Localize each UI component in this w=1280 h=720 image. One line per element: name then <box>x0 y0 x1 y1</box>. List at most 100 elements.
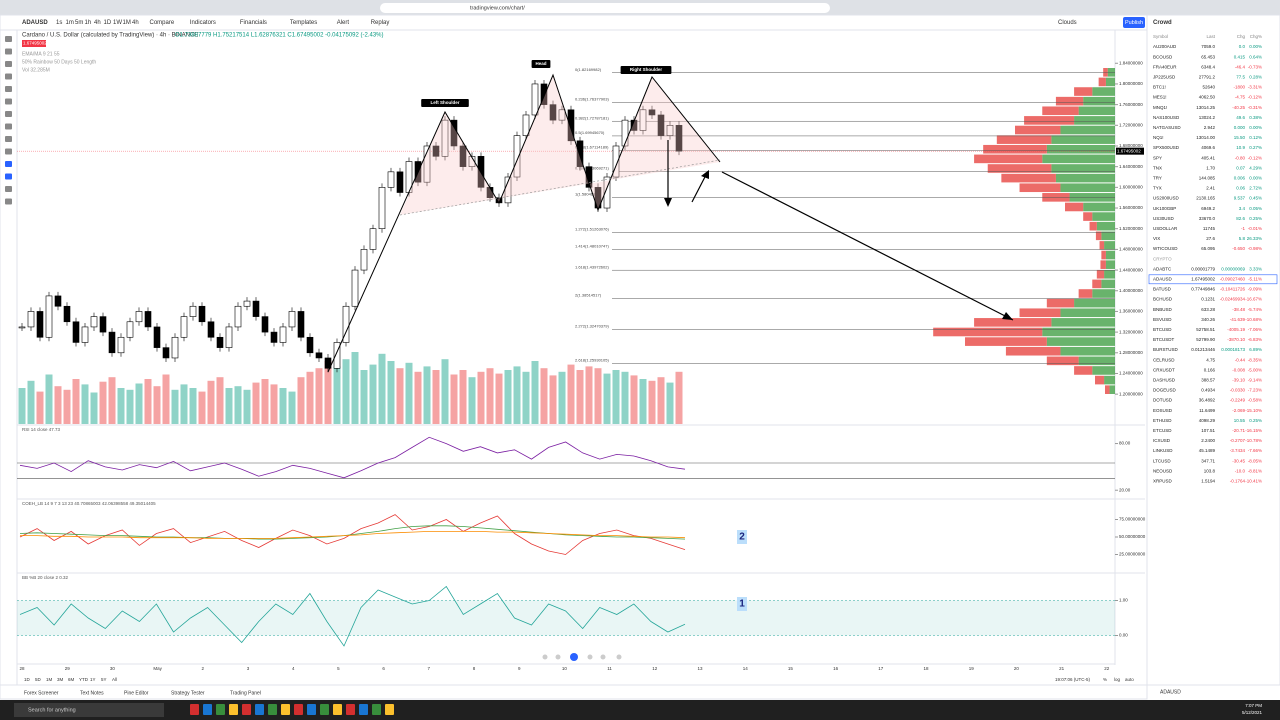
axis-mode[interactable]: % <box>1103 677 1107 682</box>
tool-icon[interactable] <box>5 161 12 167</box>
watchlist-symbol[interactable]: BTCUSDT <box>1153 337 1175 342</box>
range-button[interactable]: 1Y <box>90 677 96 682</box>
interval[interactable]: 1M <box>123 20 131 26</box>
axis-mode[interactable]: auto <box>1125 677 1134 682</box>
taskbar-app[interactable] <box>320 704 329 715</box>
bottom-tab[interactable]: Text Notes <box>80 690 104 696</box>
watchlist-symbol[interactable]: SPX500USD <box>1153 145 1180 150</box>
nav-button[interactable] <box>587 654 593 660</box>
watchlist-symbol[interactable]: ADAUSD <box>1153 276 1173 281</box>
layout-name[interactable]: Clouds <box>1058 20 1077 26</box>
watchlist-symbol[interactable]: AU200AUD <box>1153 44 1177 49</box>
taskbar-app[interactable] <box>229 704 238 715</box>
toolbar-button[interactable]: Indicators <box>190 20 216 26</box>
watchlist-symbol[interactable]: UK100GBP <box>1153 206 1176 211</box>
watchlist-symbol[interactable]: TRY <box>1153 175 1162 180</box>
tool-icon[interactable] <box>5 198 12 205</box>
interval[interactable]: 1s <box>56 20 62 26</box>
tool-icon[interactable] <box>5 136 12 142</box>
bottom-tab[interactable]: Trading Panel <box>230 690 261 696</box>
taskbar-app[interactable] <box>268 704 277 715</box>
toolbar-button[interactable]: Templates <box>290 20 317 26</box>
tool-icon[interactable] <box>5 48 12 55</box>
taskbar-app[interactable] <box>216 704 225 715</box>
toolbar-button[interactable]: Financials <box>240 20 267 26</box>
range-button[interactable]: 1M <box>46 677 53 682</box>
nav-button[interactable] <box>616 654 622 660</box>
tool-icon[interactable] <box>5 86 12 92</box>
watchlist-symbol[interactable]: XRPUSD <box>1153 478 1173 483</box>
watchlist-symbol[interactable]: EOSUSD <box>1153 408 1173 413</box>
nav-button[interactable] <box>542 654 548 660</box>
range-button[interactable]: All <box>112 677 117 682</box>
watchlist-symbol[interactable]: NQ1! <box>1153 135 1164 140</box>
watchlist-symbol[interactable]: NEOUSD <box>1153 468 1173 473</box>
taskbar-app[interactable] <box>281 704 290 715</box>
taskbar-app[interactable] <box>346 704 355 715</box>
watchlist-symbol[interactable]: DOTUSD <box>1153 398 1173 403</box>
watchlist-symbol[interactable]: BSVUSD <box>1153 317 1172 322</box>
watchlist-symbol[interactable]: BCOUSD <box>1153 54 1173 59</box>
range-button[interactable]: 3M <box>57 677 64 682</box>
toolbar-button[interactable]: Compare <box>150 20 175 26</box>
watchlist-symbol[interactable]: FRA40EUR <box>1153 64 1177 69</box>
watchlist-symbol[interactable]: DOGEUSD <box>1153 388 1177 393</box>
toolbar-button[interactable]: Alert <box>337 20 350 26</box>
taskbar-app[interactable] <box>203 704 212 715</box>
watchlist-symbol[interactable]: ADABTC <box>1153 266 1172 271</box>
watchlist-symbol[interactable]: NAS100USD <box>1153 115 1180 120</box>
taskbar-app[interactable] <box>385 704 394 715</box>
interval[interactable]: 5m <box>75 20 83 26</box>
nav-button[interactable] <box>600 654 606 660</box>
range-button[interactable]: 5D <box>35 677 42 682</box>
taskbar-app[interactable] <box>190 704 199 715</box>
range-button[interactable]: 6M <box>68 677 75 682</box>
watchlist-symbol[interactable]: BTC1! <box>1153 85 1166 90</box>
symbol[interactable]: ADAUSD <box>22 20 48 26</box>
range-button[interactable]: 1D <box>24 677 31 682</box>
taskbar-app[interactable] <box>294 704 303 715</box>
bottom-tab[interactable]: Pine Editor <box>124 690 149 696</box>
interval[interactable]: 1W <box>113 20 122 26</box>
watchlist-symbol[interactable]: BURSTUSD <box>1153 347 1179 352</box>
search-box[interactable] <box>14 703 164 717</box>
watchlist-symbol[interactable]: US2000USD <box>1153 196 1180 201</box>
url-field[interactable] <box>380 3 830 13</box>
tool-icon[interactable] <box>5 186 12 192</box>
nav-button[interactable] <box>555 654 561 660</box>
watchlist-symbol[interactable]: DASHUSD <box>1153 377 1176 382</box>
interval[interactable]: 1D <box>104 20 112 26</box>
watchlist-symbol[interactable]: US30USD <box>1153 216 1175 221</box>
watchlist-symbol[interactable]: USDOLLAR <box>1153 226 1178 231</box>
watchlist-symbol[interactable]: BTCUSD <box>1153 327 1172 332</box>
watchlist-symbol[interactable]: VIX <box>1153 236 1160 241</box>
publish-button[interactable] <box>1123 17 1145 28</box>
taskbar-app[interactable] <box>255 704 264 715</box>
toolbar-button[interactable]: Replay <box>371 20 390 26</box>
tool-icon[interactable] <box>5 111 12 117</box>
watchlist-symbol[interactable]: SPY <box>1153 155 1162 160</box>
watchlist-symbol[interactable]: TNX <box>1153 165 1162 170</box>
taskbar-app[interactable] <box>307 704 316 715</box>
nav-button[interactable] <box>570 653 578 661</box>
bottom-tab[interactable]: Strategy Tester <box>171 690 205 696</box>
interval[interactable]: 1h <box>85 20 92 26</box>
watchlist-symbol[interactable]: BNBUSD <box>1153 307 1173 312</box>
watchlist-symbol[interactable]: LTCUSD <box>1153 458 1171 463</box>
interval[interactable]: 1m <box>66 20 74 26</box>
watchlist-symbol[interactable]: NATGASUSD <box>1153 125 1181 130</box>
watchlist-symbol[interactable]: ICXUSD <box>1153 438 1171 443</box>
watchlist-symbol[interactable]: BATUSD <box>1153 287 1172 292</box>
watchlist-symbol[interactable]: BCHUSD <box>1153 297 1173 302</box>
watchlist-symbol[interactable]: CELRUSD <box>1153 357 1175 362</box>
watchlist-symbol[interactable]: MNQ1! <box>1153 105 1167 110</box>
tool-icon[interactable] <box>5 73 12 80</box>
range-button[interactable]: YTD <box>79 677 89 682</box>
taskbar-app[interactable] <box>359 704 368 715</box>
taskbar-app[interactable] <box>333 704 342 715</box>
watchlist-symbol[interactable]: WTICOUSD <box>1153 246 1178 251</box>
watchlist-symbol[interactable]: JP225USD <box>1153 74 1176 79</box>
range-button[interactable]: 5Y <box>101 677 107 682</box>
tool-icon[interactable] <box>5 173 12 180</box>
watchlist-symbol[interactable]: LINKUSD <box>1153 448 1173 453</box>
